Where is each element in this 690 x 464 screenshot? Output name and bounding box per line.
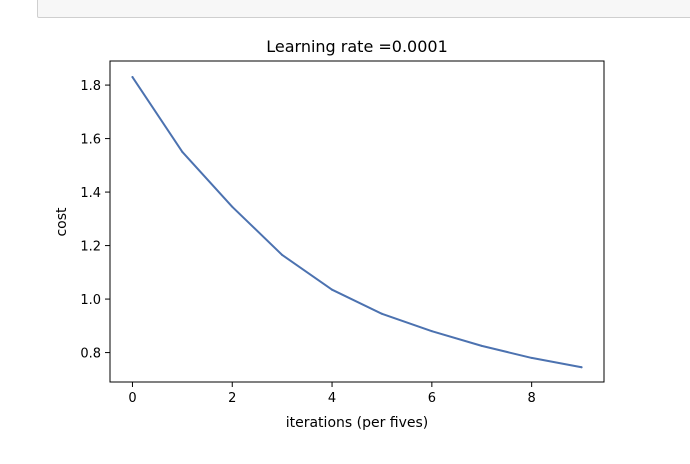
cost-data-point (181, 150, 184, 153)
x-tick-label: 6 (428, 391, 436, 406)
plot-area (110, 61, 604, 382)
cost-data-point (331, 288, 334, 291)
x-axis-ticks: 0 2 4 6 8 (128, 382, 536, 406)
cost-series-line (131, 76, 583, 369)
y-tick-label: 1.6 (80, 133, 101, 148)
cost-data-point (231, 205, 234, 208)
y-tick-label: 1.4 (80, 186, 101, 201)
cost-data-point (281, 253, 284, 256)
chart-title: Learning rate =0.0001 (266, 37, 448, 56)
output-cell-frame (37, 0, 690, 18)
x-tick-label: 0 (128, 391, 136, 406)
y-tick-label: 1.0 (80, 293, 101, 308)
cost-data-point (380, 312, 383, 315)
cost-data-point (530, 356, 533, 359)
y-tick-label: 1.8 (80, 79, 101, 94)
x-tick-label: 2 (228, 391, 236, 406)
cost-data-point (580, 366, 583, 369)
cost-data-point (430, 330, 433, 333)
y-axis-ticks: 0.8 1.0 1.2 1.4 1.6 1.8 (80, 79, 110, 362)
x-axis-label: iterations (per fives) (286, 415, 429, 431)
plot-frame (109, 60, 605, 383)
y-tick-label: 1.2 (80, 240, 101, 255)
x-tick-label: 8 (528, 391, 536, 406)
cost-data-point (480, 344, 483, 347)
y-tick-label: 0.8 (80, 347, 101, 362)
y-axis-label: cost (54, 207, 70, 237)
x-tick-label: 4 (328, 391, 336, 406)
cost-data-point (131, 76, 134, 79)
series-group (131, 76, 583, 369)
